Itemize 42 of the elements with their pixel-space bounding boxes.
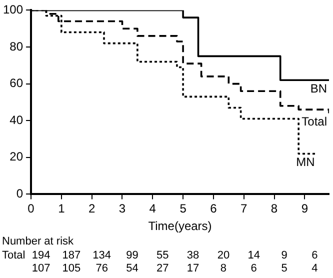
y-tick-label: 40 bbox=[10, 112, 24, 127]
x-axis-title: Time(years) bbox=[148, 219, 212, 234]
series-label: BN bbox=[310, 81, 327, 96]
x-tick-label: 5 bbox=[180, 202, 187, 216]
text: 99 bbox=[126, 250, 138, 262]
text: 76 bbox=[96, 262, 108, 275]
text: 194 bbox=[32, 250, 50, 262]
text: 38 bbox=[186, 250, 200, 262]
text: 187 bbox=[62, 250, 81, 262]
text: 9 bbox=[281, 250, 288, 262]
text: 4 bbox=[312, 262, 318, 275]
y-tick-label: 20 bbox=[10, 150, 24, 164]
y-tick-label: 0 bbox=[16, 186, 24, 201]
text: 6 bbox=[312, 250, 318, 262]
text: 5 bbox=[281, 262, 288, 275]
x-tick-label: 7 bbox=[240, 202, 248, 216]
x-tick-label: 3 bbox=[118, 202, 126, 216]
text: 20 bbox=[217, 250, 230, 262]
y-tick-label: 100 bbox=[2, 2, 24, 17]
y-tick-label: 60 bbox=[10, 76, 24, 90]
x-tick-label: 8 bbox=[270, 202, 278, 216]
text: 54 bbox=[126, 262, 138, 275]
text: 134 bbox=[92, 250, 112, 262]
text: Number at risk bbox=[2, 236, 74, 248]
text: 6 bbox=[250, 262, 257, 275]
text: 8 bbox=[220, 262, 227, 275]
x-tick-label: 6 bbox=[210, 202, 218, 216]
x-tick-label: 2 bbox=[88, 202, 96, 216]
series-label: Total bbox=[302, 114, 327, 129]
text: 14 bbox=[248, 250, 260, 262]
text: 55 bbox=[156, 250, 169, 262]
y-tick-label: 80 bbox=[10, 39, 24, 54]
text: Total bbox=[2, 250, 26, 262]
text: 105 bbox=[62, 262, 81, 275]
series-label: MN bbox=[296, 155, 315, 170]
x-tick-label: 9 bbox=[301, 202, 308, 216]
x-tick-label: 4 bbox=[149, 202, 156, 216]
text: 17 bbox=[186, 262, 200, 275]
x-tick-label: 1 bbox=[58, 202, 66, 216]
text: 107 bbox=[32, 262, 50, 275]
text: 27 bbox=[156, 262, 169, 275]
x-tick-label: 0 bbox=[28, 202, 35, 216]
